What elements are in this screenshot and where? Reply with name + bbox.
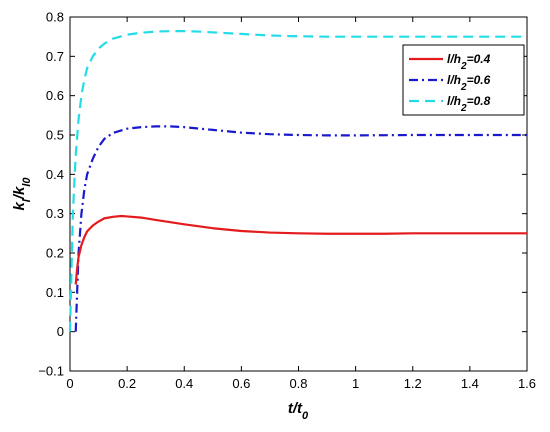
- y-axis-label: kl/kl0: [11, 177, 33, 211]
- x-axis-label: t/t0: [288, 400, 309, 422]
- y-tick-label: 0.5: [46, 128, 64, 143]
- legend-label-1: l/h2=0.4: [447, 52, 491, 72]
- x-tick-label: 1.4: [461, 376, 479, 391]
- series-layer: [68, 30, 527, 332]
- y-tick-label: 0.8: [46, 10, 64, 25]
- series-line-1: [74, 214, 527, 285]
- x-tick-label: 1.6: [518, 376, 536, 391]
- y-tick-label: 0.6: [46, 88, 64, 103]
- legend-label-2: l/h2=0.6: [447, 73, 491, 93]
- y-tick-label: 0.7: [46, 49, 64, 64]
- series-line-3: [68, 30, 527, 332]
- x-tick-label: 0.8: [289, 376, 307, 391]
- y-tick-label: 0.2: [46, 246, 64, 261]
- y-tick-label: 0.4: [46, 167, 64, 182]
- x-axis: 0 0.2 0.4 0.6 0.8 1 1.2 1.4 1.6: [66, 17, 536, 391]
- x-tick-label: 0: [66, 376, 73, 391]
- x-tick-label: 0.2: [118, 376, 136, 391]
- x-tick-label: 1: [352, 376, 359, 391]
- x-tick-label: 0.6: [232, 376, 250, 391]
- legend-entries: l/h2=0.4l/h2=0.6l/h2=0.8: [409, 52, 491, 114]
- y-tick-label: 0.1: [46, 285, 64, 300]
- legend-label-3: l/h2=0.8: [447, 94, 491, 114]
- legend: l/h2=0.4l/h2=0.6l/h2=0.8: [402, 44, 525, 116]
- y-axis: −0.1 0 0.1 0.2 0.3 0.4 0.5 0.6 0.7 0.8: [38, 10, 527, 379]
- x-tick-label: 0.4: [175, 376, 193, 391]
- y-tick-label: 0: [57, 324, 64, 339]
- series-line-2: [74, 125, 527, 332]
- y-tick-label: 0.3: [46, 206, 64, 221]
- x-tick-label: 1.2: [404, 376, 422, 391]
- y-tick-label: −0.1: [38, 364, 64, 379]
